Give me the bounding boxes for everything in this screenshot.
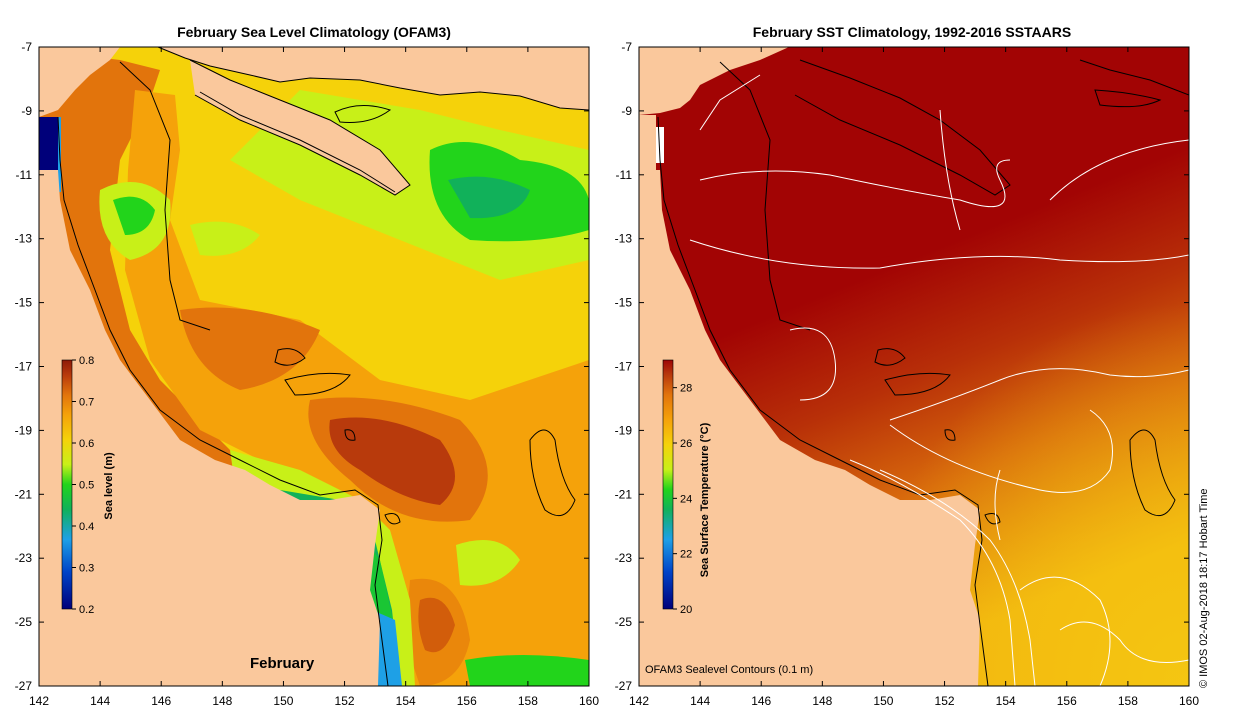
right-lat-tick-label: -13 — [615, 232, 633, 246]
right-lon-tick-label: 160 — [1179, 694, 1199, 708]
right-lon-tick-label: 154 — [996, 694, 1016, 708]
sst-colorbar-tick-label: 20 — [680, 604, 692, 616]
left-lon-tick-label: 154 — [396, 694, 416, 708]
sst-colorbar-title: Sea Surface Temperature (°C) — [699, 422, 711, 577]
left-lat-tick-label: -25 — [15, 615, 33, 629]
left-lon-tick-label: 148 — [212, 694, 232, 708]
sea-level-colorbar-title: Sea level (m) — [103, 452, 115, 520]
sst-colorbar-tick-label: 26 — [680, 438, 692, 450]
sst-colorbar-scale — [662, 359, 674, 610]
left-axis-ticks: 142 144 146 148 150 152 154 156 158 160 -7 -9 -11 -13… — [15, 40, 600, 708]
left-lon-tick-label: 156 — [457, 694, 477, 708]
sea-level-colorbar-tick-label: 0.8 — [79, 355, 94, 367]
right-lon-tick-label: 148 — [812, 694, 832, 708]
right-lat-tick-label: -19 — [615, 423, 633, 437]
right-lat-tick-label: -21 — [615, 487, 633, 501]
right-lon-tick-label: 144 — [690, 694, 710, 708]
right-lat-tick-label: -25 — [615, 615, 633, 629]
sst-colorbar-tick-label: 24 — [680, 493, 692, 505]
right-lon-tick-label: 152 — [935, 694, 955, 708]
sea-level-map — [39, 47, 589, 686]
sea-level-colorbar-tick-label: 0.2 — [79, 604, 94, 616]
imos-credit: © IMOS 02-Aug-2018 18:17 Hobart Time — [1198, 489, 1210, 688]
left-lon-tick-label: 146 — [151, 694, 171, 708]
sea-level-colorbar: 0.8 0.7 0.6 0.5 0.4 0.3 0.2 Sea level (m) — [61, 355, 115, 616]
sea-level-colorbar-tick-label: 0.4 — [79, 521, 94, 533]
right-lat-tick-label: -23 — [615, 551, 633, 565]
left-lon-tick-label: 160 — [579, 694, 599, 708]
sea-level-colorbar-tick-label: 0.5 — [79, 480, 94, 492]
left-lon-tick-label: 142 — [29, 694, 49, 708]
left-lat-tick-label: -9 — [21, 104, 32, 118]
left-lat-tick-label: -21 — [15, 487, 33, 501]
left-lat-tick-label: -15 — [15, 296, 33, 310]
right-lon-tick-label: 142 — [629, 694, 649, 708]
left-lon-tick-label: 144 — [90, 694, 110, 708]
left-lat-tick-label: -7 — [21, 40, 32, 54]
left-lon-tick-label: 150 — [273, 694, 293, 708]
sst-map — [639, 47, 1189, 686]
right-lat-tick-label: -9 — [621, 104, 632, 118]
left-lat-tick-label: -23 — [15, 551, 33, 565]
month-label: February — [250, 655, 315, 672]
right-lat-tick-label: -15 — [615, 296, 633, 310]
right-lat-tick-label: -27 — [615, 679, 633, 693]
sst-colorbar: 28 26 24 22 20 Sea Surface Temperature (°C) — [662, 359, 711, 616]
sst-colorbar-tick-label: 28 — [680, 383, 692, 395]
left-lat-tick-label: -11 — [16, 168, 33, 182]
right-lat-tick-label: -17 — [615, 360, 633, 374]
contour-note: OFAM3 Sealevel Contours (0.1 m) — [645, 664, 813, 676]
sea-level-colorbar-tick-label: 0.7 — [79, 397, 94, 409]
left-lon-tick-label: 152 — [335, 694, 355, 708]
left-lat-tick-label: -13 — [15, 232, 33, 246]
right-lon-tick-label: 146 — [751, 694, 771, 708]
sea-level-colorbar-tick-label: 0.6 — [79, 438, 94, 450]
right-panel-title: February SST Climatology, 1992-2016 SSTA… — [753, 24, 1071, 40]
right-lon-tick-label: 150 — [873, 694, 893, 708]
sea-level-colorbar-scale — [61, 359, 73, 610]
left-lat-tick-label: -17 — [15, 360, 33, 374]
right-lon-tick-label: 156 — [1057, 694, 1077, 708]
left-lat-tick-label: -19 — [15, 423, 33, 437]
left-lat-tick-label: -27 — [15, 679, 33, 693]
sst-colorbar-tick-label: 22 — [680, 549, 692, 561]
right-lon-tick-label: 158 — [1118, 694, 1138, 708]
left-lon-tick-label: 158 — [518, 694, 538, 708]
left-panel-title: February Sea Level Climatology (OFAM3) — [177, 24, 451, 40]
sea-level-colorbar-tick-label: 0.3 — [79, 563, 94, 575]
right-lat-tick-label: -7 — [621, 40, 632, 54]
right-axis-ticks: 142 144 146 148 150 152 154 156 158 160 -7 -9 -11 -13… — [615, 40, 1200, 708]
right-lat-tick-label: -11 — [616, 168, 633, 182]
